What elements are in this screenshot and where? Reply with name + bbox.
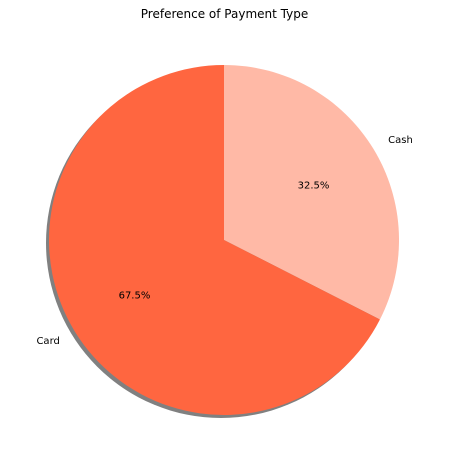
slice-label-card: Card [36, 336, 59, 347]
chart-title: Preference of Payment Type [141, 7, 308, 21]
pie-slice-card [49, 65, 380, 416]
slice-label-cash: Cash [388, 135, 413, 146]
pie-slice-cash [224, 65, 400, 320]
slice-percent-card: 67.5% [119, 290, 151, 301]
pie-slices [49, 65, 400, 416]
pie-labels: Cash 32.5% Card 67.5% [36, 135, 412, 347]
slice-percent-cash: 32.5% [298, 181, 330, 192]
